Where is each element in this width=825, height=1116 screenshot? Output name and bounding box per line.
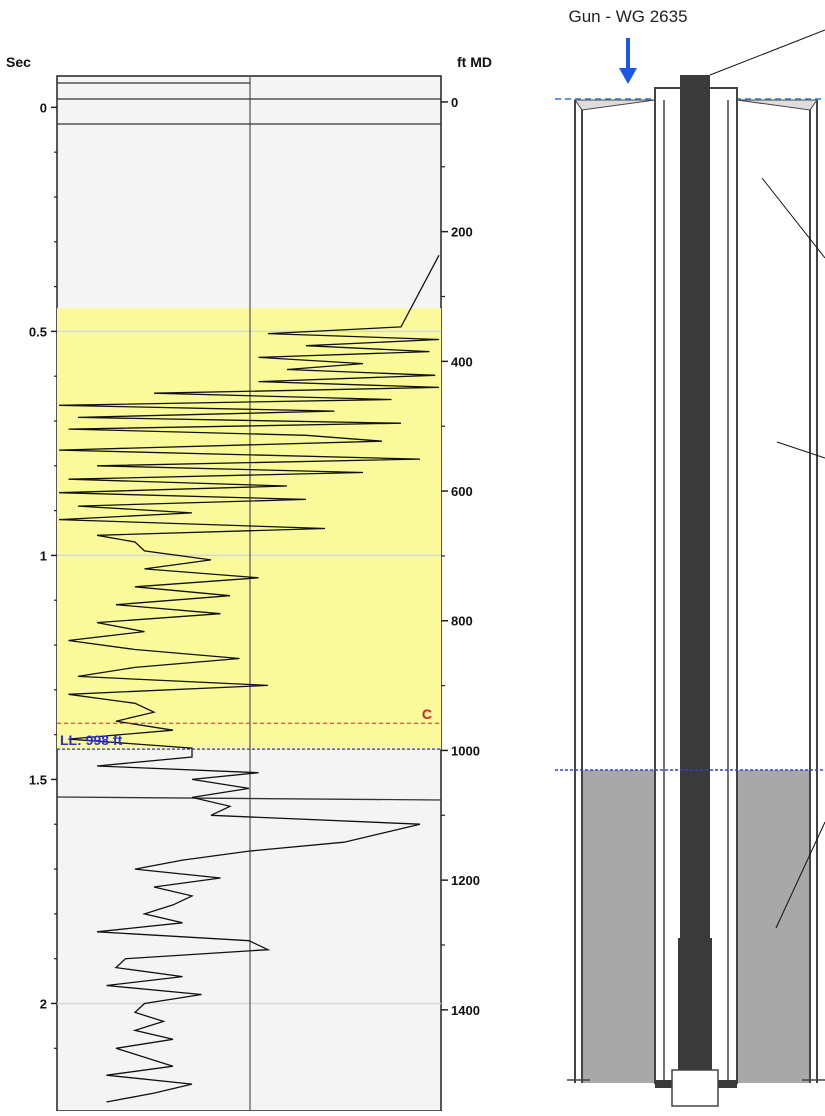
right-axis-label: ft MD xyxy=(457,54,492,70)
right-tick-label: 1400 xyxy=(451,1003,480,1018)
left-axis-ticks: 0 0.5 1 1.5 2 xyxy=(29,100,57,1049)
left-tick-label: 0 xyxy=(40,100,47,115)
left-tick-label: 2 xyxy=(40,996,47,1011)
right-tick-label: 1200 xyxy=(451,873,480,888)
wellbore-diagram: Gun - WG 2635 xyxy=(555,7,825,1107)
pump-barrel xyxy=(678,938,712,1084)
right-tick-label: 200 xyxy=(451,225,473,240)
right-tick-label: 400 xyxy=(451,354,473,369)
gun-label: Gun - WG 2635 xyxy=(568,7,687,26)
rod-string xyxy=(680,75,710,940)
left-tick-label: 0.5 xyxy=(29,324,47,339)
bottom-plug xyxy=(671,1069,719,1107)
right-tick-label: 600 xyxy=(451,484,473,499)
liquid-level-label: LL: 998 ft xyxy=(60,732,123,748)
highlight-band xyxy=(57,308,441,750)
gun-arrow-icon xyxy=(619,38,637,84)
right-axis-ticks: 0 200 400 600 800 1000 1200 1400 xyxy=(441,95,480,1018)
bottom-boundary-line xyxy=(56,796,442,801)
collar-marker-label: C xyxy=(422,706,432,722)
gridlines xyxy=(57,330,441,1005)
left-tick-label: 1 xyxy=(40,548,47,563)
right-tick-label: 1000 xyxy=(451,743,480,758)
left-axis-label: Sec xyxy=(6,54,31,70)
acoustic-trace-line xyxy=(58,254,440,1103)
left-tick-label: 1.5 xyxy=(29,772,47,787)
right-tick-label: 800 xyxy=(451,614,473,629)
acoustic-trace-panel: C LL: 998 ft Sec ft MD 0 0.5 1 1.5 2 0 200 400… xyxy=(6,54,492,1112)
right-tick-label: 0 xyxy=(451,95,458,110)
